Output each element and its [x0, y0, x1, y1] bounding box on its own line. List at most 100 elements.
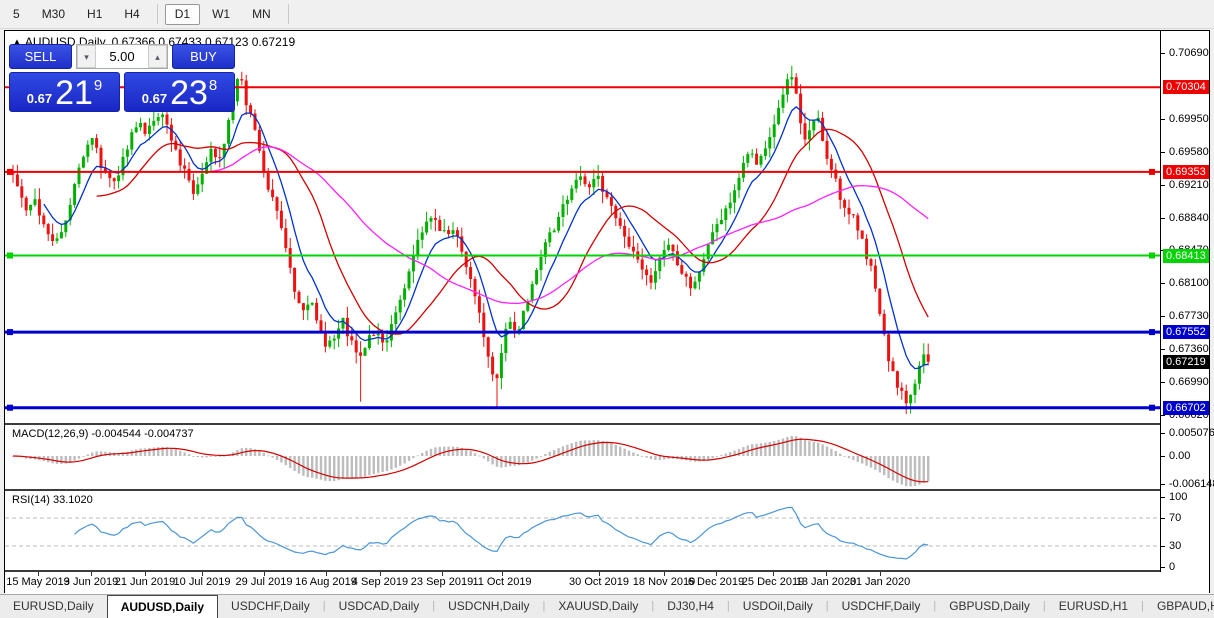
date-axis-tick [880, 572, 881, 576]
tab-xauusd-daily[interactable]: XAUUSD,Daily [558, 599, 639, 613]
level-price-tag: 0.67552 [1163, 325, 1209, 340]
date-axis-label: 3 Jun 2019 [63, 576, 119, 588]
macd-axis-tick [1161, 456, 1165, 457]
volume-decrease-icon[interactable]: ▾ [77, 45, 96, 68]
rsi-axis-tick [1161, 567, 1165, 568]
volume-input[interactable]: 5.00 [109, 49, 135, 64]
rsi-pane-canvas[interactable] [5, 491, 1160, 570]
level-price-tag: 0.69353 [1163, 164, 1209, 179]
tab-usdcnh-daily[interactable]: USDCNH,Daily [448, 599, 530, 613]
date-axis-tick [264, 572, 265, 576]
macd-pane-canvas[interactable] [5, 425, 1160, 489]
date-axis-tick [380, 572, 381, 576]
rsi-axis-label: 70 [1169, 512, 1182, 524]
tab-separator: | [1141, 600, 1144, 612]
rsi-axis-tick [1161, 497, 1165, 498]
tab-eurusd-daily[interactable]: EURUSD,Daily [13, 599, 94, 613]
price-axis-label: 0.68100 [1169, 277, 1209, 290]
date-axis-label: 21 Jun 2019 [114, 576, 176, 588]
price-axis-tick [1161, 283, 1165, 285]
pane-separator[interactable] [5, 423, 1209, 425]
timeframe-toolbar: 5 M30 H1 H4 D1 W1 MN [0, 0, 1214, 29]
tab-usdcad-daily[interactable]: USDCAD,Daily [338, 599, 420, 613]
price-axis-tick [1161, 53, 1165, 54]
date-axis-tick [599, 572, 600, 576]
tab-separator: | [542, 600, 546, 612]
date-axis-label: 25 Dec 2019 [741, 576, 805, 588]
sell-price-button[interactable]: 0.67 21 9 [9, 72, 120, 112]
tab-separator: | [1042, 600, 1046, 612]
date-axis-label: 16 Aug 2019 [295, 576, 357, 588]
tab-gbpusd-daily[interactable]: GBPUSD,Daily [949, 599, 1030, 613]
timeframe-h4[interactable]: H4 [124, 6, 140, 21]
collapse-panel-icon[interactable]: ▲ [13, 37, 21, 46]
rsi-axis-tick [1161, 546, 1165, 547]
price-axis-label: 0.66990 [1169, 376, 1209, 389]
date-axis-tick [442, 572, 443, 576]
price-axis-tick [1161, 151, 1165, 153]
tab-separator: | [726, 600, 730, 612]
tab-usdchf-daily[interactable]: USDCHF,Daily [841, 599, 921, 613]
toolbar-separator [156, 4, 158, 24]
sell-price-prefix: 0.67 [26, 91, 53, 106]
tab-audusd-daily[interactable]: AUDUSD,Daily [106, 595, 219, 618]
rsi-axis-label: 0 [1169, 561, 1176, 573]
date-axis-label: 10 Jul 2019 [173, 576, 231, 588]
volume-increase-icon[interactable]: ▴ [148, 45, 167, 68]
price-axis-tick [1161, 184, 1165, 186]
date-axis-label: 13 Jan 2020 [795, 576, 857, 588]
timeframe-m30[interactable]: M30 [41, 6, 66, 21]
date-axis-tick [773, 572, 774, 576]
macd-axis-label: -0.006148 [1169, 477, 1214, 490]
macd-axis-label: 0.00 [1169, 450, 1191, 462]
date-axis-tick [91, 572, 92, 576]
buy-price-main: 23 [170, 74, 208, 112]
tab-separator: | [322, 600, 326, 612]
tab-usdoil-daily[interactable]: USDOil,Daily [742, 599, 813, 613]
toolbar-separator [287, 4, 289, 24]
timeframe-d1[interactable]: D1 [164, 3, 201, 25]
tab-separator: | [933, 600, 937, 612]
macd-axis-tick [1161, 483, 1165, 485]
chart-tab-bar: EURUSD,Daily AUDUSD,Daily USDCHF,Daily | USD… [0, 594, 1214, 618]
price-axis: 0.70690 0.69950 0.69580 0.69210 0.68840 0.684… [1160, 31, 1214, 573]
buy-price-prefix: 0.67 [141, 91, 168, 106]
volume-spinner: ▾ 5.00 ▴ [76, 44, 168, 69]
tab-gbpaud-h1[interactable]: GBPAUD,H1 [1156, 599, 1214, 613]
rsi-axis-label: 30 [1169, 540, 1182, 552]
price-axis-label: 0.67360 [1169, 343, 1209, 356]
tab-usdchf-daily[interactable]: USDCHF,Daily [231, 599, 310, 613]
timeframe-h1[interactable]: H1 [87, 6, 103, 21]
price-axis-label: 0.70690 [1169, 47, 1209, 59]
price-axis-tick [1161, 349, 1165, 351]
date-axis-label: 4 Sep 2019 [351, 576, 409, 588]
tab-eurusd-h1[interactable]: EURUSD,H1 [1058, 599, 1129, 613]
price-axis-label: 0.69210 [1169, 178, 1209, 191]
timeframe-w1[interactable]: W1 [212, 6, 231, 21]
price-chart-canvas[interactable] [5, 31, 1160, 423]
level-price-tag: 0.70304 [1163, 80, 1209, 95]
sell-button[interactable]: SELL [9, 44, 72, 69]
date-axis-label: 11 Oct 2019 [472, 576, 532, 588]
pane-separator[interactable] [5, 570, 1209, 572]
rsi-axis-tick [1161, 518, 1165, 519]
pane-separator[interactable] [5, 489, 1209, 491]
date-axis-tick [502, 572, 503, 576]
chart-window: ▲ AUDUSD,Daily 0.67366 0.67433 0.67123 0.6… [4, 30, 1214, 594]
one-click-trading-panel: SELL ▾ 5.00 ▴ BUY 0.67 21 9 0.67 23 8 [9, 44, 235, 112]
price-axis-tick [1161, 415, 1165, 416]
price-axis-label: 0.67730 [1169, 310, 1209, 323]
timeframe-mn[interactable]: MN [252, 6, 271, 21]
date-axis-label: 6 Dec 2019 [687, 576, 745, 588]
tab-dj30-h4[interactable]: DJ30,H4 [667, 599, 714, 613]
buy-price-button[interactable]: 0.67 23 8 [124, 72, 235, 112]
price-axis-tick [1161, 316, 1165, 318]
price-axis-label: 0.68840 [1169, 211, 1209, 224]
buy-button[interactable]: BUY [172, 44, 235, 69]
timeframe-5[interactable]: 5 [13, 6, 20, 21]
date-axis-label: 18 Nov 2019 [632, 576, 696, 588]
date-axis-label: 29 Jul 2019 [235, 576, 293, 588]
tab-separator: | [825, 600, 829, 612]
macd-axis-tick [1161, 433, 1165, 434]
level-price-tag: 0.68413 [1163, 248, 1209, 263]
